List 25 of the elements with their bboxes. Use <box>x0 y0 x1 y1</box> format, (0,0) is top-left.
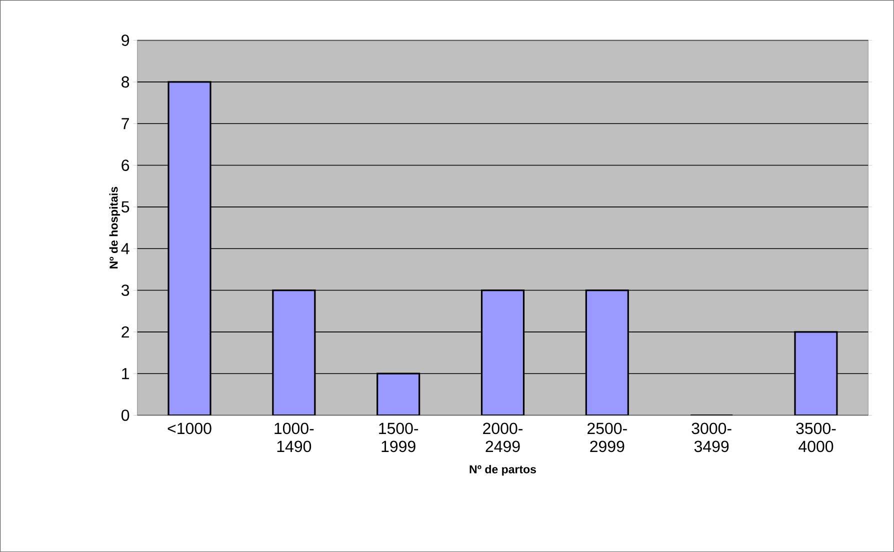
y-tick-label: 8 <box>122 76 130 88</box>
y-tick-label: 6 <box>122 160 130 171</box>
y-tick-label: 0 <box>122 410 130 421</box>
bar <box>376 372 420 416</box>
y-tick-label: 7 <box>122 118 129 130</box>
bar <box>585 289 629 416</box>
y-tick-label: 2 <box>122 326 129 338</box>
y-axis-title: Nº de hospitais <box>109 186 120 268</box>
x-tick-label: 2000-2499 <box>483 422 522 452</box>
y-tick-label: 4 <box>121 243 130 254</box>
x-tick-label: 3500-4000 <box>796 422 836 452</box>
bar <box>272 289 316 416</box>
y-tick-label: 3 <box>121 284 130 296</box>
y-tick-label: 1 <box>122 368 129 380</box>
x-tick-label: 1000-1490 <box>274 422 314 452</box>
x-axis-title: Nº de partos <box>470 464 536 476</box>
y-tick-label: 5 <box>122 201 130 213</box>
bar <box>480 289 525 416</box>
x-tick-label: <1000 <box>168 422 212 434</box>
x-tick-label: 2500-2999 <box>588 422 627 452</box>
x-tick-label: 3000-3499 <box>692 422 732 452</box>
y-tick-label: 9 <box>122 34 130 46</box>
bar <box>168 81 212 416</box>
bar <box>794 331 838 416</box>
x-tick-label: 1500-1999 <box>379 422 418 452</box>
